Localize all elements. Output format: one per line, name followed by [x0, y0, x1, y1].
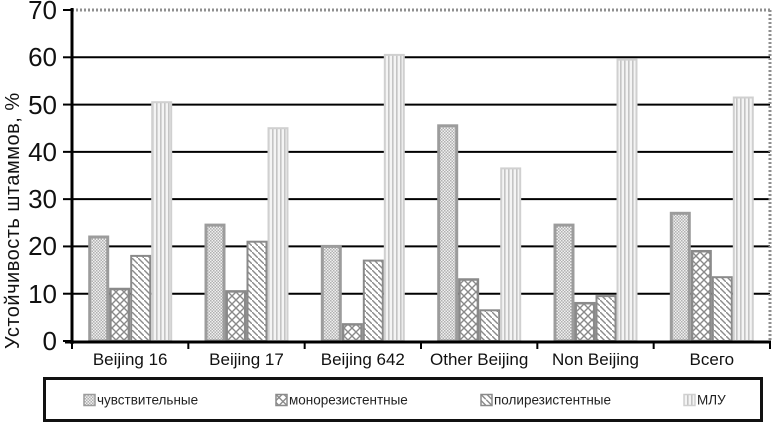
legend-label: монорезистентные [289, 392, 408, 407]
legend-swatch-diamond-crosshatch-icon [275, 393, 288, 406]
axes-layer [63, 8, 771, 349]
legend-label: МЛУ [697, 392, 726, 407]
category-label-Beijing 17: Beijing 17 [209, 350, 284, 369]
y-tick-label: 30 [28, 184, 57, 215]
bar-монорезистентные-Всего [690, 249, 712, 343]
y-tick-label: 60 [28, 42, 57, 73]
bar-полирезистентные-Beijing 642 [362, 259, 384, 343]
bar-чувствительные-Beijing 642 [320, 244, 342, 343]
legend-swatch-diagonal-lines-icon [480, 393, 493, 406]
bar-чувствительные-Beijing 17 [204, 223, 226, 343]
y-axis-title: Устойчивость штаммов, % [2, 92, 24, 349]
legend-item-монорезистентные: монорезистентные [275, 392, 408, 407]
bar-чувствительные-Всего [669, 211, 691, 343]
bar-МЛУ-Beijing 642 [383, 53, 405, 343]
bar-МЛУ-Beijing 17 [267, 127, 289, 342]
category-label-Other Beijing: Other Beijing [430, 350, 529, 369]
y-tick-label: 70 [28, 0, 57, 25]
legend-swatch-checker-icon [83, 393, 96, 406]
bar-монорезистентные-Non Beijing [574, 301, 596, 343]
bar-монорезистентные-Beijing 642 [341, 323, 363, 343]
category-label-Beijing 642: Beijing 642 [320, 350, 405, 369]
bar-МЛУ-Non Beijing [616, 58, 638, 342]
bar-чувствительные-Other Beijing [437, 124, 459, 343]
y-tick-label: 40 [28, 136, 57, 167]
legend-item-МЛУ: МЛУ [683, 392, 726, 407]
bar-полирезистентные-Beijing 16 [130, 254, 152, 342]
y-tick-label: 50 [28, 89, 57, 120]
category-label-Всего: Всего [689, 350, 735, 369]
bar-полирезистентные-Beijing 17 [246, 240, 268, 342]
gridlines-layer [72, 8, 772, 341]
bar-МЛУ-Всего [732, 96, 754, 342]
bar-МЛУ-Other Beijing [500, 167, 522, 342]
category-label-Beijing 16: Beijing 16 [92, 350, 168, 369]
bar-монорезистентные-Other Beijing [458, 278, 480, 343]
bar-монорезистентные-Beijing 16 [109, 287, 131, 343]
legend: чувствительные монорезистентные полирезист… [43, 377, 763, 422]
bar-полирезистентные-Всего [711, 276, 733, 343]
bar-чувствительные-Non Beijing [553, 223, 575, 343]
legend-item-полирезистентные: полирезистентные [480, 392, 611, 407]
y-tick-label: 20 [28, 231, 57, 262]
bar-чувствительные-Beijing 16 [88, 235, 110, 343]
bar-полирезистентные-Other Beijing [479, 309, 501, 342]
bar-МЛУ-Beijing 16 [151, 101, 173, 342]
bars-layer [88, 53, 754, 343]
bar-монорезистентные-Beijing 17 [225, 290, 247, 343]
legend-swatch-vertical-lines-icon [683, 393, 696, 406]
y-tick-label: 10 [28, 278, 57, 309]
legend-item-чувствительные: чувствительные [83, 392, 198, 407]
bar-полирезистентные-Non Beijing [595, 295, 617, 343]
legend-label: полирезистентные [494, 392, 611, 407]
legend-label: чувствительные [97, 392, 199, 407]
y-tick-label: 0 [42, 326, 57, 356]
category-label-Non Beijing: Non Beijing [552, 350, 639, 369]
